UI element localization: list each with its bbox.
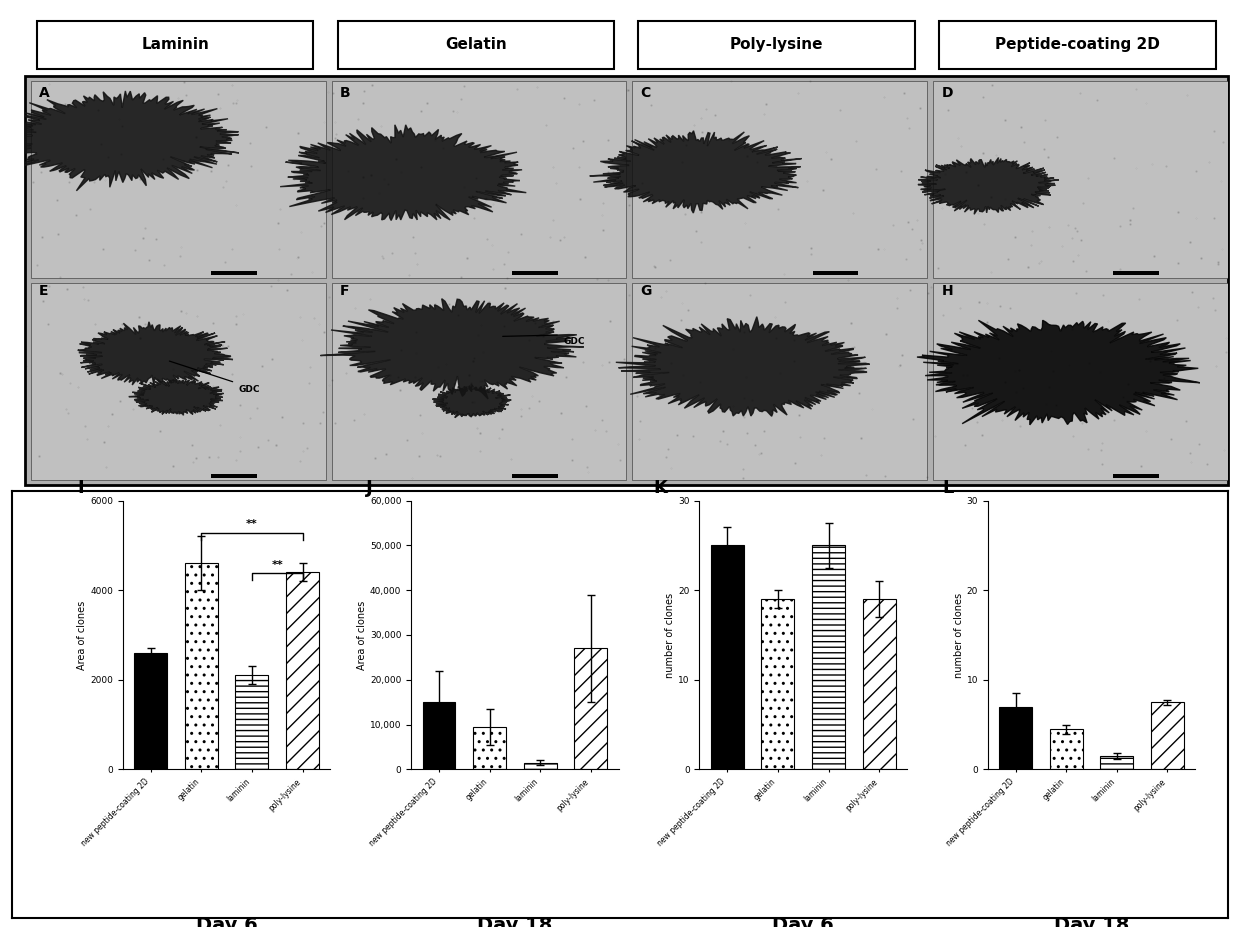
Bar bbox=[236, 675, 268, 769]
Y-axis label: Area of clones: Area of clones bbox=[357, 601, 367, 669]
Bar bbox=[423, 703, 455, 769]
Bar bbox=[523, 763, 557, 769]
Bar bbox=[863, 599, 895, 769]
Bar bbox=[761, 599, 795, 769]
Y-axis label: Area of clones: Area of clones bbox=[77, 601, 87, 669]
Text: Day 18: Day 18 bbox=[477, 916, 553, 927]
Y-axis label: number of clones: number of clones bbox=[666, 592, 676, 678]
Text: Poly-lysine: Poly-lysine bbox=[730, 37, 823, 53]
Bar bbox=[286, 572, 319, 769]
Polygon shape bbox=[320, 298, 584, 399]
Bar bbox=[512, 272, 558, 274]
Bar bbox=[812, 272, 858, 274]
Polygon shape bbox=[916, 321, 1200, 425]
Text: Day 6: Day 6 bbox=[773, 916, 835, 927]
FancyBboxPatch shape bbox=[639, 21, 915, 69]
Text: Peptide-coating 2D: Peptide-coating 2D bbox=[994, 37, 1159, 53]
Bar bbox=[1151, 703, 1184, 769]
Bar bbox=[331, 81, 626, 278]
Text: B: B bbox=[340, 86, 351, 100]
Bar bbox=[1114, 475, 1159, 477]
Bar bbox=[632, 283, 926, 480]
Text: L: L bbox=[942, 479, 954, 497]
Bar bbox=[932, 81, 1228, 278]
Bar bbox=[711, 545, 744, 769]
Bar bbox=[812, 545, 844, 769]
Bar bbox=[574, 649, 608, 769]
Polygon shape bbox=[590, 131, 801, 213]
Bar bbox=[31, 81, 325, 278]
Bar bbox=[1050, 729, 1083, 769]
Bar bbox=[185, 564, 218, 769]
Polygon shape bbox=[78, 322, 233, 386]
Text: I: I bbox=[77, 479, 84, 497]
Bar bbox=[31, 283, 325, 480]
Bar bbox=[932, 283, 1228, 480]
Text: H: H bbox=[941, 285, 954, 298]
Text: Gelatin: Gelatin bbox=[445, 37, 507, 53]
Bar bbox=[211, 475, 257, 477]
Text: D: D bbox=[941, 86, 952, 100]
Text: Laminin: Laminin bbox=[141, 37, 210, 53]
Bar bbox=[1114, 272, 1159, 274]
Polygon shape bbox=[918, 158, 1059, 214]
Text: F: F bbox=[340, 285, 350, 298]
Text: GDC: GDC bbox=[239, 385, 260, 394]
Polygon shape bbox=[280, 125, 526, 221]
Bar bbox=[331, 283, 626, 480]
Bar bbox=[211, 272, 257, 274]
Bar bbox=[1100, 756, 1133, 769]
Text: Day 6: Day 6 bbox=[196, 916, 258, 927]
Polygon shape bbox=[433, 386, 511, 418]
Polygon shape bbox=[129, 379, 223, 415]
Text: E: E bbox=[40, 285, 48, 298]
Text: GDC: GDC bbox=[564, 337, 585, 347]
Polygon shape bbox=[616, 317, 869, 416]
Text: **: ** bbox=[246, 519, 258, 529]
Text: J: J bbox=[366, 479, 372, 497]
Bar bbox=[134, 653, 167, 769]
Text: C: C bbox=[641, 86, 651, 100]
FancyBboxPatch shape bbox=[37, 21, 314, 69]
Text: **: ** bbox=[272, 560, 283, 569]
Y-axis label: number of clones: number of clones bbox=[954, 592, 963, 678]
FancyBboxPatch shape bbox=[25, 76, 1228, 485]
FancyBboxPatch shape bbox=[939, 21, 1215, 69]
Text: K: K bbox=[653, 479, 667, 497]
Text: G: G bbox=[641, 285, 652, 298]
Bar bbox=[474, 727, 506, 769]
Bar bbox=[999, 706, 1032, 769]
Bar bbox=[632, 81, 926, 278]
Text: Day 18: Day 18 bbox=[1054, 916, 1130, 927]
FancyBboxPatch shape bbox=[337, 21, 614, 69]
Text: A: A bbox=[40, 86, 50, 100]
Polygon shape bbox=[1, 91, 239, 191]
Bar bbox=[512, 475, 558, 477]
